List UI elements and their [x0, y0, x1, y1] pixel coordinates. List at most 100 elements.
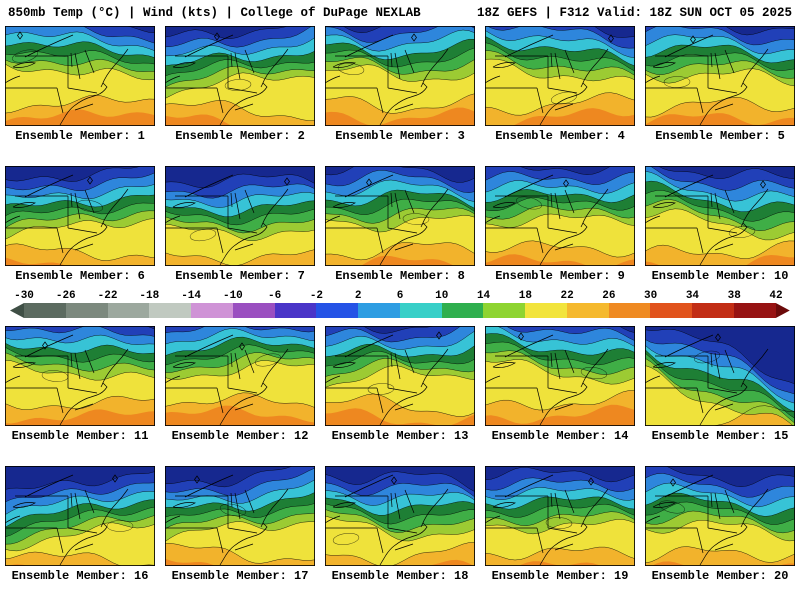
temp-contour	[5, 482, 155, 503]
station-diamond-icon	[284, 177, 290, 186]
geography-outline	[325, 334, 449, 426]
temp-contour	[645, 26, 795, 46]
ensemble-member-label: Ensemble Member: 5	[655, 129, 785, 143]
geography-outline	[485, 174, 609, 266]
colorbar-tick: 30	[644, 290, 658, 302]
temp-band	[165, 326, 315, 345]
temp-contour	[35, 26, 155, 44]
temp-contour	[325, 343, 475, 358]
temp-contour	[165, 467, 315, 497]
geography-outline	[645, 34, 769, 126]
geography-outline	[325, 474, 449, 566]
weather-map	[5, 466, 155, 566]
temp-contour	[5, 346, 155, 363]
colorbar-segment	[24, 303, 66, 318]
temp-band	[165, 543, 315, 566]
temp-contour	[516, 196, 542, 210]
temp-contour	[645, 60, 795, 79]
temp-band	[325, 466, 475, 492]
colorbar-tick: 26	[602, 290, 616, 302]
temp-contour	[325, 393, 475, 417]
ensemble-panel-13: Ensemble Member: 13	[325, 326, 475, 444]
temp-contour	[5, 342, 155, 354]
temp-contour	[165, 521, 315, 542]
temp-contour	[724, 26, 795, 36]
temp-band	[485, 254, 635, 266]
temp-contour	[325, 47, 475, 68]
map-frame	[325, 26, 475, 126]
temp-contour	[645, 520, 795, 542]
temp-contour	[485, 213, 635, 228]
temp-band	[5, 109, 155, 126]
ensemble-member-label: Ensemble Member: 9	[495, 269, 625, 283]
ensemble-member-label: Ensemble Member: 1	[15, 129, 145, 143]
temp-contour	[505, 326, 635, 342]
temp-contour	[165, 100, 315, 121]
colorbar-tick: 6	[396, 290, 404, 302]
geography-outline	[485, 474, 609, 566]
colorbar-bar	[10, 303, 790, 318]
colorbar-tick: -10	[222, 290, 243, 302]
temp-contour	[645, 510, 795, 534]
colorbar-segment	[441, 303, 484, 318]
temp-contour	[5, 506, 155, 538]
temp-contour	[12, 49, 38, 63]
temp-contour	[485, 487, 635, 501]
temp-contour	[325, 93, 475, 114]
weather-map	[325, 466, 475, 566]
geography-outline	[5, 34, 129, 126]
weather-map	[325, 326, 475, 426]
temp-contour	[645, 501, 795, 525]
ensemble-panel-20: Ensemble Member: 20	[645, 466, 795, 584]
temp-contour	[325, 503, 475, 525]
colorbar-segment	[65, 303, 108, 318]
temp-contour	[165, 224, 315, 241]
temp-band	[5, 326, 155, 337]
temp-contour	[485, 180, 635, 194]
ensemble-panel-7: Ensemble Member: 7	[165, 166, 315, 284]
temp-band	[5, 466, 155, 490]
temp-contour	[165, 26, 313, 48]
temp-contour	[485, 30, 635, 59]
temp-contour	[5, 352, 155, 372]
temp-contour	[485, 511, 635, 526]
header-bar: 850mb Temp (°C) | Wind (kts) | College o…	[0, 0, 800, 20]
colorbar-tick: 14	[476, 290, 491, 302]
temp-contour	[645, 482, 795, 508]
weather-map	[165, 326, 315, 426]
temp-contour	[165, 492, 315, 512]
colorbar-arrow-left	[10, 303, 24, 318]
temp-contour	[496, 326, 635, 347]
colorbar-segment	[232, 303, 275, 318]
temp-contour	[5, 326, 155, 337]
weather-map	[485, 166, 635, 266]
geography-outline	[645, 474, 769, 566]
weather-map	[645, 326, 795, 426]
product-title: 850mb Temp (°C) | Wind (kts) | College o…	[8, 6, 421, 20]
geography-outline	[645, 334, 769, 426]
station-diamond-icon	[690, 35, 696, 44]
temp-contour	[325, 26, 475, 43]
weather-map	[5, 166, 155, 266]
station-diamond-icon	[87, 176, 93, 185]
station-diamond-icon	[391, 476, 397, 485]
map-frame	[165, 166, 315, 266]
temp-band	[37, 26, 155, 44]
temp-contour	[325, 242, 475, 261]
temp-contour	[325, 215, 475, 233]
temp-contour	[332, 533, 360, 545]
weather-map	[645, 26, 795, 126]
temp-contour	[325, 358, 475, 377]
temp-contour	[165, 328, 315, 345]
ensemble-member-label: Ensemble Member: 20	[651, 569, 789, 583]
temp-contour	[5, 471, 155, 490]
temp-contour	[165, 208, 315, 226]
temp-contour	[5, 334, 155, 345]
temp-contour	[165, 543, 315, 564]
station-diamond-icon	[715, 333, 721, 342]
station-diamond-icon	[588, 477, 594, 486]
colorbar-segment	[608, 303, 651, 318]
temp-band	[487, 26, 635, 49]
temp-contour	[5, 243, 155, 261]
